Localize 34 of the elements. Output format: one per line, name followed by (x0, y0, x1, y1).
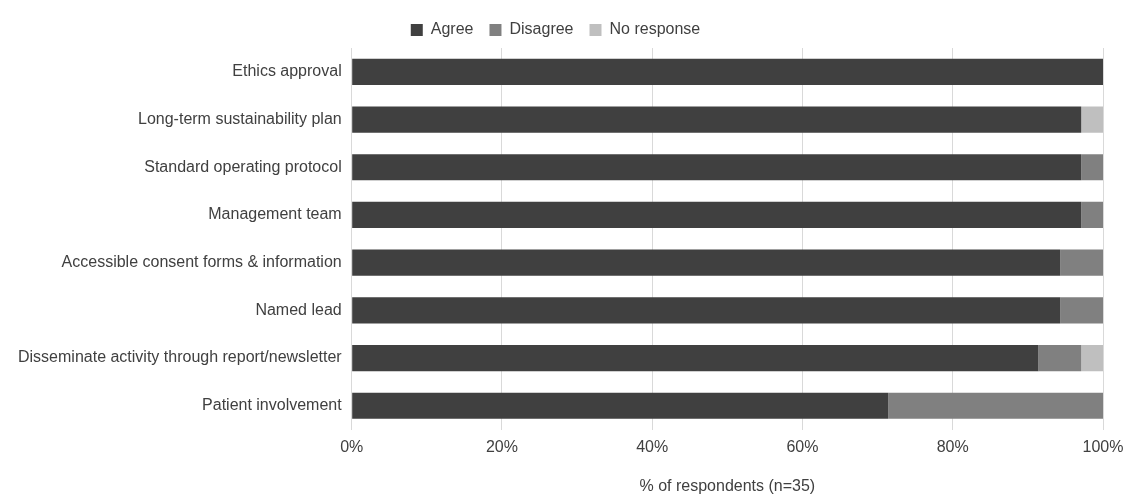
bar (1081, 344, 1103, 372)
legend-label: Disagree (509, 20, 574, 38)
x-tick-label: 100% (1082, 437, 1124, 455)
x-axis-title: % of respondents (n=35) (639, 476, 816, 494)
y-tick-label: Accessible consent forms & information (61, 253, 342, 271)
bar (888, 392, 1103, 419)
bar (1081, 106, 1103, 133)
bar (352, 154, 1082, 181)
legend-label: Agree (430, 20, 474, 38)
bar (1060, 249, 1103, 276)
bar (352, 297, 1061, 324)
x-tick-label: 80% (936, 437, 969, 455)
bar (1060, 297, 1103, 324)
y-tick-label: Management team (208, 205, 342, 223)
bar (352, 201, 1082, 229)
bar (352, 249, 1061, 276)
y-tick-label: Named lead (255, 300, 342, 318)
bar (352, 58, 1103, 85)
y-tick-label: Patient involvement (202, 396, 343, 414)
x-tick-label: 60% (786, 437, 819, 455)
bar (352, 344, 1039, 372)
bar (1038, 344, 1082, 372)
bar (352, 392, 889, 419)
bar (1081, 154, 1103, 181)
legend-label: No response (609, 20, 701, 38)
bar (1081, 201, 1103, 229)
y-tick-label: Long-term sustainability plan (138, 109, 342, 127)
x-tick-label: 0% (340, 437, 364, 455)
y-tick-label: Standard operating protocol (144, 157, 342, 175)
y-tick-label: Ethics approval (232, 62, 342, 80)
bar (352, 106, 1082, 133)
x-tick-label: 40% (636, 437, 669, 455)
x-tick-label: 20% (485, 437, 518, 455)
y-tick-label: Disseminate activity through report/newsletter (17, 348, 343, 366)
